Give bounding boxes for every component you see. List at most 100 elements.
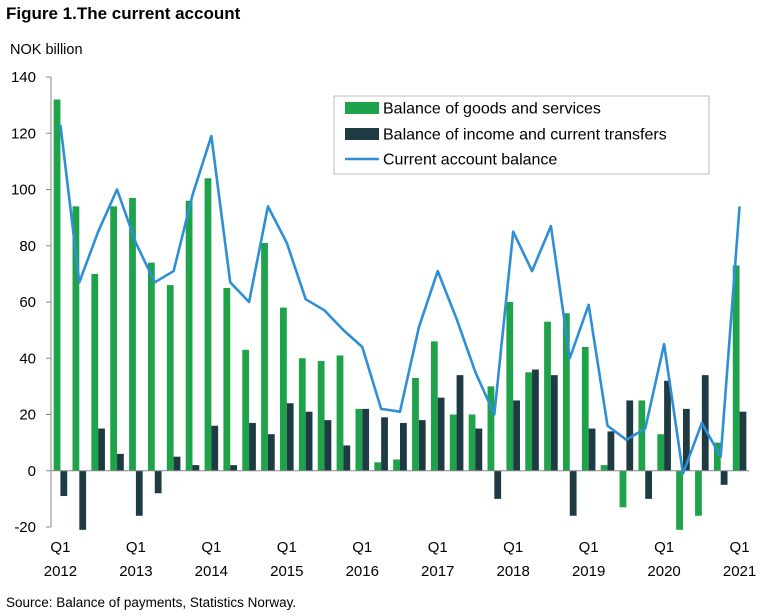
x-tick-quarter-label: Q1 <box>201 539 221 556</box>
legend-label: Balance of goods and services <box>383 101 601 118</box>
goods-services-bar <box>487 386 495 471</box>
x-tick-year-label: 2013 <box>119 563 152 580</box>
legend: Balance of goods and services Balance of … <box>333 95 710 175</box>
y-tick-label: 40 <box>19 350 36 367</box>
income-transfers-bar <box>701 375 709 471</box>
income-transfers-bar <box>305 411 313 471</box>
income-transfers-bar <box>286 403 294 471</box>
income-transfers-bar <box>418 420 426 471</box>
income-transfers-bar <box>117 453 124 471</box>
x-tick-quarter-label: Q1 <box>352 539 372 556</box>
income-transfers-bar <box>79 470 87 530</box>
income-transfers-bar <box>381 417 388 471</box>
goods-services-bar <box>147 262 155 471</box>
x-tick-year-label: 2014 <box>195 563 228 580</box>
income-transfers-bar <box>607 431 615 471</box>
income-transfers-bar <box>739 411 747 471</box>
y-tick-label: 100 <box>11 182 36 199</box>
figure-title: Figure 1.The current account <box>6 4 241 23</box>
y-tick-label: 120 <box>11 125 36 142</box>
x-tick-quarter-label: Q1 <box>579 539 599 556</box>
income-transfers-bar <box>324 420 332 471</box>
x-tick-quarter-label: Q1 <box>654 539 674 556</box>
goods-services-bar <box>72 206 80 471</box>
goods-services-bar <box>166 285 174 471</box>
line-series-group <box>59 124 741 475</box>
goods-services-bar <box>525 372 533 471</box>
income-transfers-bar <box>682 408 690 471</box>
x-tick-year-label: 2018 <box>497 563 530 580</box>
y-tick-label: 80 <box>19 238 36 255</box>
y-tick-label: 0 <box>28 463 36 480</box>
y-tick-label: -20 <box>14 519 36 536</box>
x-tick-year-label: 2021 <box>723 563 756 580</box>
x-tick-quarter-label: Q1 <box>428 539 448 556</box>
legend-swatch <box>345 128 379 140</box>
goods-services-bar <box>638 400 646 471</box>
bar-series-group <box>53 99 747 530</box>
current-account-line <box>59 124 741 475</box>
goods-services-bar <box>544 321 551 471</box>
income-transfers-bar <box>456 375 464 471</box>
income-transfers-bar <box>513 400 520 471</box>
goods-services-bar <box>355 408 363 471</box>
income-transfers-bar <box>532 369 539 471</box>
income-transfers-bar <box>626 400 634 471</box>
x-tick-year-label: 2012 <box>44 563 77 580</box>
x-tick-quarter-label: Q1 <box>50 539 70 556</box>
x-tick-year-label: 2020 <box>647 563 680 580</box>
x-tick-year-label: 2016 <box>346 563 379 580</box>
income-transfers-bar <box>664 380 671 471</box>
goods-services-bar <box>732 265 740 471</box>
x-tick-year-label: 2017 <box>421 563 454 580</box>
goods-services-bar <box>298 358 306 471</box>
income-transfers-bar <box>494 470 502 499</box>
goods-services-bar <box>261 242 268 471</box>
y-tick-label: 140 <box>11 69 36 86</box>
goods-services-bar <box>110 206 118 471</box>
legend-label: Current account balance <box>383 152 557 169</box>
goods-services-bar <box>280 307 287 471</box>
goods-services-bar <box>185 200 193 471</box>
income-transfers-bar <box>267 434 275 471</box>
income-transfers-bar <box>192 465 200 471</box>
legend-box <box>333 95 710 175</box>
x-tick-year-label: 2015 <box>270 563 303 580</box>
goods-services-bar <box>336 355 344 471</box>
goods-services-bar <box>657 434 665 471</box>
income-transfers-bar <box>60 470 68 497</box>
income-transfers-bar <box>230 465 238 471</box>
income-transfers-bar <box>550 375 558 471</box>
y-axis-unit-label: NOK billion <box>10 42 83 58</box>
goods-services-bar <box>374 462 382 471</box>
goods-services-bar <box>242 349 250 471</box>
goods-services-bar <box>129 197 136 471</box>
income-transfers-bar <box>645 470 653 499</box>
axes-group: -20 0 20 40 60 80 100 120 140 Q1 2012 Q1 2013 Q1 2014 Q… <box>11 69 756 580</box>
income-transfers-bar <box>362 408 370 471</box>
source-note: Source: Balance of payments, Statistics … <box>6 595 297 610</box>
income-transfers-bar <box>569 470 577 516</box>
goods-services-bar <box>393 459 400 471</box>
goods-services-bar <box>506 302 514 471</box>
income-transfers-bar <box>173 456 181 471</box>
income-transfers-bar <box>343 445 351 471</box>
goods-services-bar <box>204 178 212 471</box>
legend-swatch <box>345 102 379 114</box>
goods-services-bar <box>581 347 589 471</box>
goods-services-bar <box>676 470 683 530</box>
income-transfers-bar <box>588 428 596 471</box>
income-transfers-bar <box>249 422 256 471</box>
x-tick-quarter-label: Q1 <box>277 539 297 556</box>
goods-services-bar <box>430 341 438 471</box>
x-tick-quarter-label: Q1 <box>730 539 750 556</box>
goods-services-bar <box>562 313 570 471</box>
income-transfers-bar <box>475 428 483 471</box>
goods-services-bar <box>223 287 231 471</box>
x-tick-quarter-label: Q1 <box>503 539 523 556</box>
goods-services-bar <box>412 377 419 471</box>
x-tick-quarter-label: Q1 <box>126 539 146 556</box>
goods-services-bar <box>53 99 61 471</box>
goods-services-bar <box>91 273 99 471</box>
